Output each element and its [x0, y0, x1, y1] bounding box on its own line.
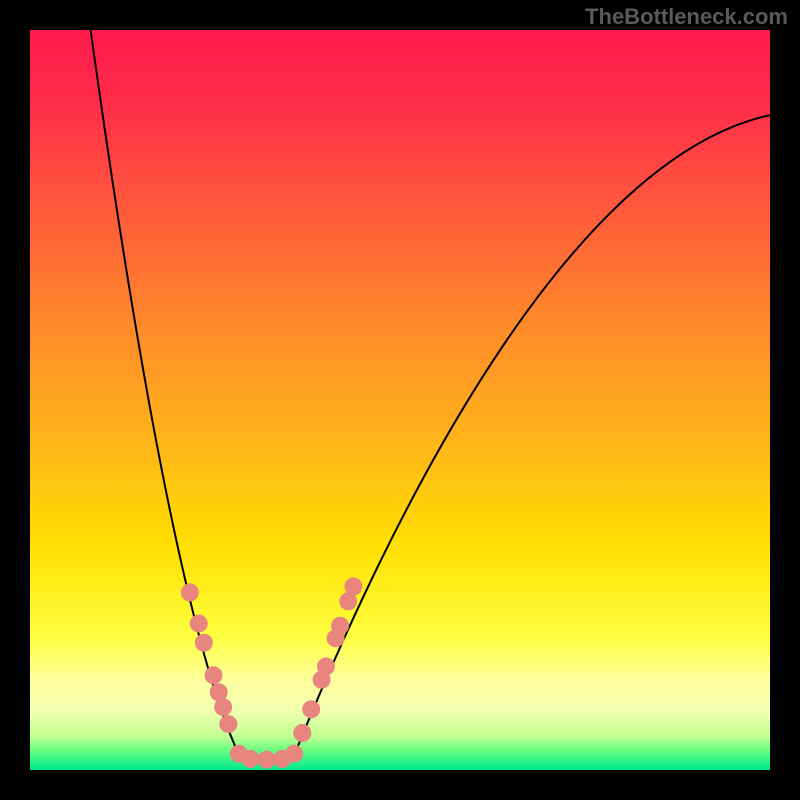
- data-marker: [293, 724, 311, 742]
- data-marker: [242, 750, 260, 768]
- data-marker: [214, 698, 232, 716]
- data-marker: [285, 745, 303, 763]
- data-marker: [190, 614, 208, 632]
- data-marker: [181, 583, 199, 601]
- data-marker: [195, 634, 213, 652]
- watermark-label: TheBottleneck.com: [585, 4, 788, 30]
- data-marker: [331, 617, 349, 635]
- data-marker: [258, 751, 276, 769]
- data-marker: [205, 666, 223, 684]
- gradient-plot-area: [30, 30, 770, 770]
- data-marker: [344, 577, 362, 595]
- data-marker: [302, 700, 320, 718]
- bottleneck-chart: [0, 0, 800, 800]
- chart-container: TheBottleneck.com: [0, 0, 800, 800]
- data-marker: [317, 657, 335, 675]
- data-marker: [219, 715, 237, 733]
